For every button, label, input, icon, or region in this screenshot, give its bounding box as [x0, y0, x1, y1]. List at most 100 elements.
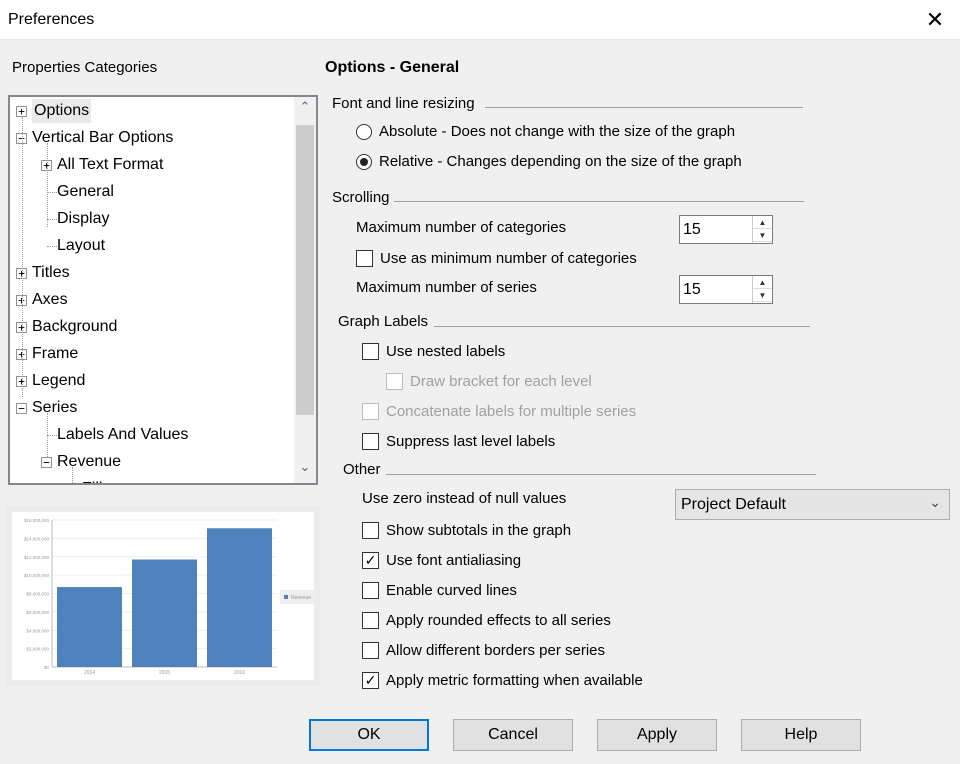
borders-label: Allow different borders per series — [386, 642, 605, 659]
stepper-down-icon[interactable]: ▼ — [753, 229, 772, 242]
use-min-checkbox[interactable]: Use as minimum number of categories — [356, 250, 637, 267]
tree-connector — [47, 192, 57, 193]
collapse-icon[interactable]: − — [41, 457, 52, 468]
apply-button[interactable]: Apply — [597, 719, 717, 751]
expand-icon[interactable]: + — [16, 106, 27, 117]
scroll-thumb[interactable] — [296, 125, 314, 415]
chart-preview: $0 $2,000,000 $4,000,000 $6,000,000 $8,000,0… — [6, 506, 320, 686]
expand-icon[interactable]: + — [16, 322, 27, 333]
ok-button[interactable]: OK — [309, 719, 429, 751]
radio-relative[interactable]: Relative - Changes depending on the size… — [356, 153, 742, 170]
scrolling-section-label: Scrolling — [332, 189, 390, 206]
tree-item-label[interactable]: Display — [57, 210, 110, 227]
divider — [485, 107, 803, 108]
antialias-checkbox[interactable]: ✓ Use font antialiasing — [362, 552, 521, 569]
max-categories-label: Maximum number of categories — [356, 219, 567, 236]
other-section-label: Other — [343, 461, 381, 478]
expand-icon[interactable]: + — [16, 268, 27, 279]
zero-null-value: Project Default — [681, 496, 786, 513]
tree-connector — [47, 246, 57, 247]
x-tick-label: 2014 — [84, 670, 95, 676]
max-series-value[interactable]: 15 — [683, 281, 701, 298]
bar — [132, 559, 197, 667]
collapse-icon[interactable]: − — [16, 133, 27, 144]
tree-item-label[interactable]: Series — [32, 399, 78, 416]
scroll-down-icon[interactable]: ⌄ — [299, 459, 311, 474]
y-tick-label: $0 — [44, 665, 50, 670]
graph-labels-section-label: Graph Labels — [338, 313, 429, 330]
tree-item-label[interactable]: Frame — [32, 345, 79, 362]
bracket-checkbox[interactable]: Draw bracket for each level — [386, 373, 592, 390]
tree-scrollbar[interactable]: ⌃ ⌄ — [294, 97, 316, 483]
collapse-icon[interactable]: − — [16, 403, 27, 414]
legend-swatch — [284, 595, 288, 599]
concatenate-checkbox[interactable]: Concatenate labels for multiple series — [362, 403, 636, 420]
title-bar: Preferences ✕ — [0, 0, 960, 40]
nested-labels-checkbox[interactable]: Use nested labels — [362, 343, 505, 360]
expand-icon[interactable]: + — [41, 160, 52, 171]
bar — [57, 587, 122, 667]
tree-item-label[interactable]: Layout — [57, 237, 106, 254]
suppress-checkbox[interactable]: Suppress last level labels — [362, 433, 555, 450]
bracket-label: Draw bracket for each level — [410, 373, 592, 390]
radio-relative-label: Relative - Changes depending on the size… — [379, 153, 742, 170]
metric-formatting-label: Apply metric formatting when available — [386, 672, 643, 689]
tree-item-label[interactable]: Options — [32, 99, 92, 123]
tree-item-label[interactable]: Background — [32, 318, 118, 335]
tree-item-label[interactable]: Labels And Values — [57, 426, 189, 443]
stepper-up-icon[interactable]: ▲ — [753, 276, 772, 289]
cancel-button[interactable]: Cancel — [453, 719, 573, 751]
divider — [386, 474, 816, 475]
max-categories-stepper[interactable]: 15 ▲ ▼ — [679, 215, 773, 244]
radio-absolute[interactable]: Absolute - Does not change with the size… — [356, 123, 735, 140]
tree-connector — [47, 413, 48, 457]
tree-connector — [22, 117, 23, 397]
max-categories-value[interactable]: 15 — [683, 221, 701, 238]
zero-null-dropdown[interactable]: Project Default ⌄ — [675, 489, 950, 520]
concatenate-label: Concatenate labels for multiple series — [386, 403, 637, 420]
stepper-down-icon[interactable]: ▼ — [753, 289, 772, 302]
tree-connector — [47, 143, 48, 227]
checkmark-icon: ✓ — [362, 672, 379, 689]
expand-icon[interactable]: + — [16, 349, 27, 360]
tree-item-label[interactable]: General — [57, 183, 114, 200]
options-heading: Options - General — [325, 59, 460, 76]
max-series-label: Maximum number of series — [356, 279, 537, 296]
tree-item-label[interactable]: Axes — [32, 291, 68, 308]
window-title: Preferences — [8, 11, 95, 28]
tree-item-label[interactable]: All Text Format — [57, 156, 164, 173]
preview-chart: $0 $2,000,000 $4,000,000 $6,000,000 $8,000,0… — [24, 518, 320, 676]
bar — [207, 528, 272, 667]
rounded-effects-checkbox[interactable]: Apply rounded effects to all series — [362, 612, 611, 629]
expand-icon[interactable]: + — [16, 376, 27, 387]
metric-formatting-checkbox[interactable]: ✓ Apply metric formatting when available — [362, 672, 643, 689]
tree-connector — [47, 435, 57, 436]
close-button[interactable]: ✕ — [925, 7, 945, 32]
curved-lines-checkbox[interactable]: Enable curved lines — [362, 582, 517, 599]
tree-item-label[interactable]: Fill — [82, 477, 102, 483]
y-tick-label: $4,000,000 — [26, 628, 49, 633]
categories-tree[interactable]: + Options − Vertical Bar Options + All Text F… — [8, 95, 318, 485]
y-tick-label: $6,000,000 — [26, 610, 49, 615]
rounded-effects-label: Apply rounded effects to all series — [386, 612, 611, 629]
help-button[interactable]: Help — [741, 719, 861, 751]
nested-labels-label: Use nested labels — [386, 343, 506, 360]
radio-absolute-label: Absolute - Does not change with the size… — [379, 123, 736, 140]
stepper-up-icon[interactable]: ▲ — [753, 216, 772, 229]
antialias-label: Use font antialiasing — [386, 552, 522, 569]
tree-item-label[interactable]: Legend — [32, 372, 86, 389]
y-tick-label: $2,000,000 — [26, 647, 49, 652]
scroll-up-icon[interactable]: ⌃ — [299, 99, 311, 114]
expand-icon[interactable]: + — [16, 295, 27, 306]
borders-checkbox[interactable]: Allow different borders per series — [362, 642, 605, 659]
chevron-down-icon: ⌄ — [929, 494, 941, 510]
tree-connector — [47, 219, 57, 220]
legend-box — [280, 590, 320, 604]
tree-connector — [72, 467, 73, 483]
tree-item-label[interactable]: Vertical Bar Options — [32, 129, 174, 146]
max-series-stepper[interactable]: 15 ▲ ▼ — [679, 275, 773, 304]
tree-item-label[interactable]: Titles — [32, 264, 70, 281]
x-tick-label: 2016 — [234, 670, 245, 676]
subtotals-checkbox[interactable]: Show subtotals in the graph — [362, 522, 571, 539]
tree-item-label[interactable]: Revenue — [57, 453, 122, 470]
